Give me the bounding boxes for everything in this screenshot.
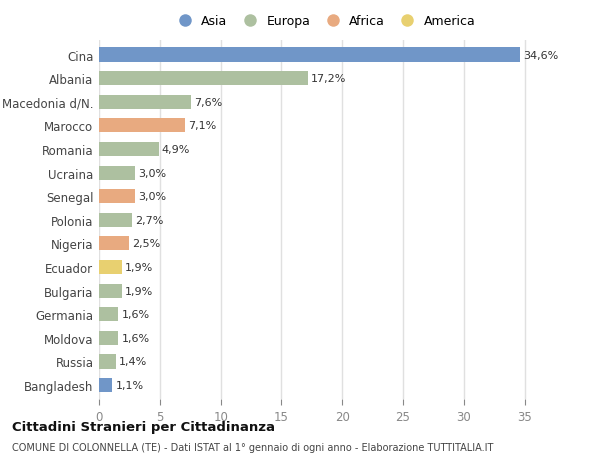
Bar [99,308,118,322]
Bar [99,143,158,157]
Text: 34,6%: 34,6% [523,50,558,61]
Text: 7,6%: 7,6% [194,98,223,107]
Text: 4,9%: 4,9% [161,145,190,155]
Text: 2,5%: 2,5% [133,239,161,249]
Legend: Asia, Europa, Africa, America: Asia, Europa, Africa, America [173,15,475,28]
Bar [99,354,116,369]
Bar [99,284,122,298]
Text: 1,6%: 1,6% [121,309,149,319]
Bar [99,48,520,62]
Bar [99,331,118,345]
Text: 1,9%: 1,9% [125,286,154,296]
Bar [99,166,136,180]
Text: 1,6%: 1,6% [121,333,149,343]
Bar [99,260,122,274]
Text: 1,4%: 1,4% [119,357,148,367]
Bar [99,119,185,133]
Text: 3,0%: 3,0% [139,168,167,178]
Text: Cittadini Stranieri per Cittadinanza: Cittadini Stranieri per Cittadinanza [12,420,275,433]
Text: 2,7%: 2,7% [135,215,163,225]
Text: 7,1%: 7,1% [188,121,217,131]
Bar [99,237,130,251]
Text: 1,1%: 1,1% [115,380,143,390]
Bar [99,190,136,204]
Text: COMUNE DI COLONNELLA (TE) - Dati ISTAT al 1° gennaio di ogni anno - Elaborazione: COMUNE DI COLONNELLA (TE) - Dati ISTAT a… [12,442,493,452]
Text: 17,2%: 17,2% [311,74,347,84]
Text: 3,0%: 3,0% [139,192,167,202]
Bar [99,95,191,110]
Bar [99,213,132,227]
Bar [99,378,112,392]
Text: 1,9%: 1,9% [125,263,154,273]
Bar [99,72,308,86]
